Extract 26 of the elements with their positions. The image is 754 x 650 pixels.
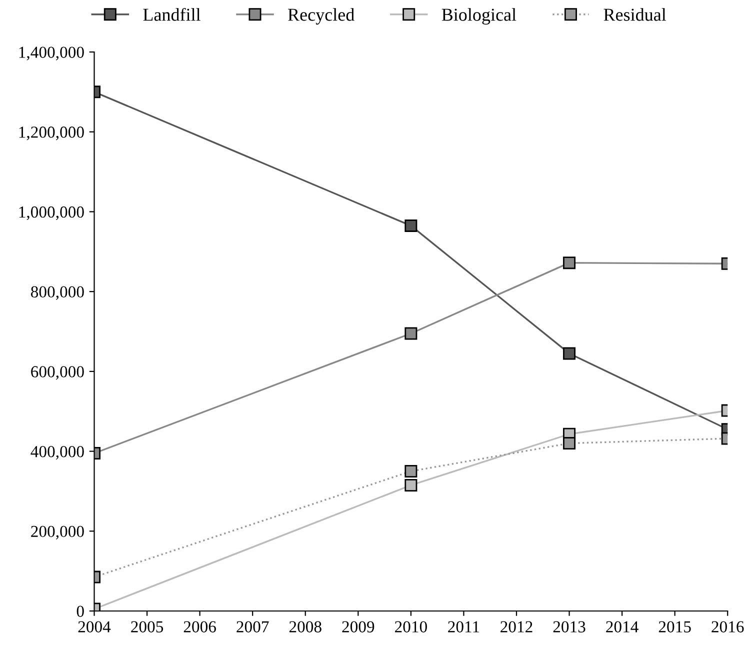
y-tick-label: 200,000 xyxy=(31,526,84,540)
x-tick-label: 2004 xyxy=(78,621,111,632)
legend-label: Residual xyxy=(604,8,666,21)
legend-label: Landfill xyxy=(143,8,200,21)
legend-label: Biological xyxy=(442,8,516,25)
y-tick-label: 400,000 xyxy=(30,446,84,460)
x-tick-label: 2011 xyxy=(448,621,480,632)
x-tick-label: 2016 xyxy=(712,621,744,632)
y-tick-label: 0 xyxy=(76,606,84,617)
y-tick-label: 1,400,000 xyxy=(19,46,84,60)
x-tick-label: 2008 xyxy=(289,621,322,632)
x-tick-label: 2015 xyxy=(658,621,691,632)
x-tick-label: 2013 xyxy=(553,621,586,632)
x-tick-label: 2007 xyxy=(236,621,269,632)
x-tick-label: 2009 xyxy=(342,621,374,632)
legend-label: Recycled xyxy=(288,8,354,25)
y-tick-label: 1,000,000 xyxy=(19,206,84,220)
y-tick-label: 1,200,000 xyxy=(19,126,84,140)
y-tick-label: 600,000 xyxy=(31,366,84,380)
x-tick-label: 2005 xyxy=(131,621,164,632)
x-tick-label: 2010 xyxy=(394,621,427,632)
y-tick-label: 800,000 xyxy=(30,286,84,300)
x-tick-label: 2006 xyxy=(184,621,216,632)
point xyxy=(404,478,418,492)
x-tick-label: 2014 xyxy=(606,621,638,632)
x-tick-label: 2012 xyxy=(500,621,532,632)
